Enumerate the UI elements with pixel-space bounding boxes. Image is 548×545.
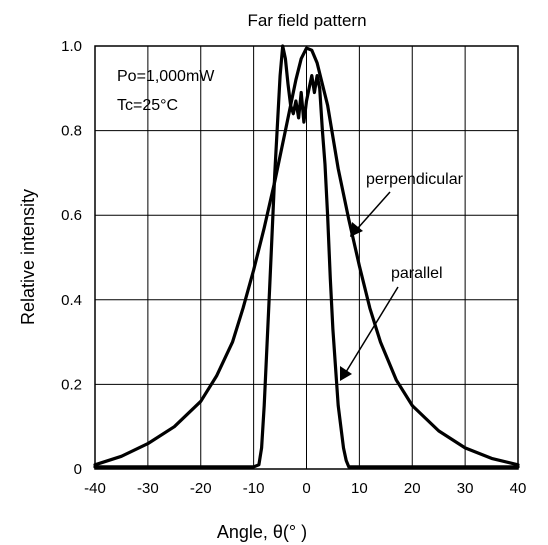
x-tick-label: -40 — [84, 480, 106, 497]
x-axis-label: Angle, θ(° ) — [217, 522, 307, 542]
y-tick-label: 1.0 — [61, 38, 82, 55]
series-label-perpendicular: perpendicular — [366, 171, 464, 188]
series-line-parallel — [93, 44, 520, 469]
y-tick-label: 0.4 — [61, 292, 82, 309]
chart-title: Far field pattern — [247, 11, 366, 30]
x-tick-label: 10 — [351, 480, 368, 497]
y-tick-label: 0.2 — [61, 376, 82, 393]
grid-lines — [94, 45, 519, 470]
y-tick-label: 0.8 — [61, 123, 82, 140]
y-tick-labels: 0 0.2 0.4 0.6 0.8 1.0 — [61, 38, 82, 478]
x-tick-label: -20 — [190, 480, 212, 497]
y-axis-label: Relative intensity — [18, 189, 38, 325]
series-label-parallel: parallel — [391, 265, 443, 282]
x-tick-label: 30 — [457, 480, 474, 497]
x-tick-labels: -40 -30 -20 -10 0 10 20 30 40 — [84, 480, 526, 497]
x-tick-label: 0 — [302, 480, 310, 497]
annotation-power: Po=1,000mW — [117, 68, 215, 85]
x-tick-label: -30 — [137, 480, 159, 497]
x-tick-label: 40 — [510, 480, 527, 497]
x-tick-label: -10 — [243, 480, 265, 497]
series-lines — [93, 44, 520, 469]
annotation-temperature: Tc=25°C — [117, 97, 178, 114]
y-tick-label: 0 — [74, 461, 82, 478]
x-tick-label: 20 — [404, 480, 421, 497]
arrow-parallel — [340, 286, 399, 381]
plot-frame — [94, 45, 519, 470]
arrow-perpendicular — [350, 191, 391, 237]
y-tick-label: 0.6 — [61, 207, 82, 224]
series-line-perpendicular — [93, 46, 520, 467]
